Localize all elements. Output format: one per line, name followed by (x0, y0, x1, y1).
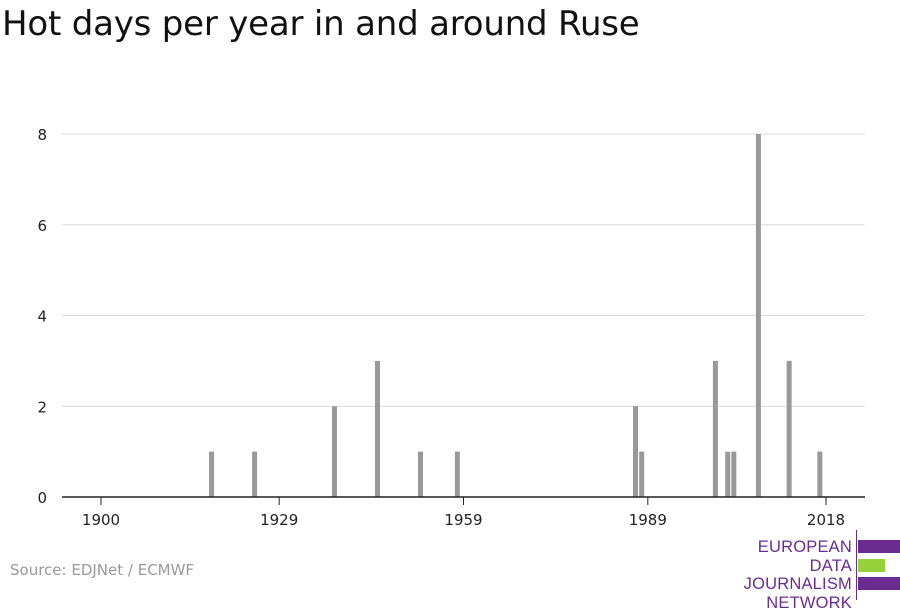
y-tick-label: 6 (37, 217, 47, 235)
bar (756, 134, 761, 497)
logo-divider (856, 530, 857, 600)
logo-bar-top (858, 540, 900, 553)
logo-bar-bottom (858, 577, 900, 590)
logo-text: EUROPEAN DATA JOURNALISM NETWORK (700, 538, 852, 612)
bar (817, 452, 822, 497)
logo-line-1: EUROPEAN (700, 538, 852, 557)
x-tick-label: 2018 (807, 511, 845, 529)
source-note: Source: EDJNet / ECMWF (10, 561, 194, 579)
logo-bar-middle (858, 559, 885, 572)
y-tick-label: 0 (37, 489, 47, 507)
bar (455, 452, 460, 497)
bar (209, 452, 214, 497)
logo-line-2: DATA JOURNALISM (700, 557, 852, 594)
edjnet-logo: EUROPEAN DATA JOURNALISM NETWORK (700, 528, 900, 600)
bar (633, 406, 638, 497)
bar (375, 361, 380, 497)
bar (332, 406, 337, 497)
x-tick-label: 1900 (82, 511, 120, 529)
bar (639, 452, 644, 497)
y-tick-label: 2 (37, 398, 47, 416)
gridlines (62, 134, 865, 406)
x-tick-label: 1959 (444, 511, 482, 529)
logo-line-3: NETWORK (700, 594, 852, 612)
y-tick-label: 4 (37, 308, 47, 326)
axes: 0 2 4 6 8 1900 1929 1959 1989 2018 (37, 126, 865, 529)
bar (713, 361, 718, 497)
x-tick-label: 1929 (260, 511, 298, 529)
bar (418, 452, 423, 497)
y-tick-label: 8 (37, 126, 47, 144)
bar (731, 452, 736, 497)
bar (787, 361, 792, 497)
x-tick-label: 1989 (629, 511, 667, 529)
bar (252, 452, 257, 497)
bar (725, 452, 730, 497)
